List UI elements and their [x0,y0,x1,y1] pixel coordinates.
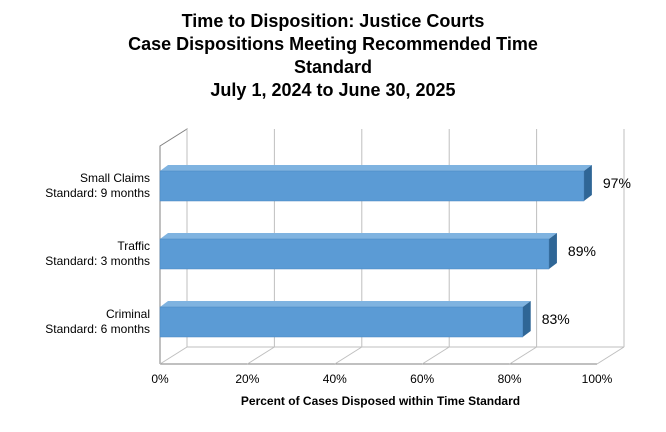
title-line-4: July 1, 2024 to June 30, 2025 [210,80,456,100]
category-label-0-1: Standard: 9 months [45,186,150,200]
category-label-0-0: Small Claims [80,171,150,185]
category-label-2-1: Standard: 6 months [45,322,150,336]
x-tick-label-20: 20% [235,372,259,386]
title-line-2: Case Dispositions Meeting Recommended Ti… [128,34,538,54]
x-tick-label-80: 80% [498,372,522,386]
bar-0 [159,170,585,202]
gridline-floor-40 [334,346,363,365]
bar-top-2 [160,301,531,307]
chart-title: Time to Disposition: Justice Courts Case… [0,10,666,102]
x-tick-label-60: 60% [410,372,434,386]
value-label-2: 83% [542,311,570,327]
value-label-0: 97% [603,175,631,191]
category-label-1-1: Standard: 3 months [45,254,150,268]
value-label-1: 89% [568,243,596,259]
title-line-1: Time to Disposition: Justice Courts [181,11,485,31]
title-line-3: Standard [293,57,372,77]
category-label-1-0: Traffic [117,239,150,253]
bar-top-0 [160,165,592,171]
gridline-floor-60 [421,346,450,365]
gridline-floor-20 [247,346,275,365]
bar-1 [159,238,550,270]
x-tick-label-40: 40% [323,372,347,386]
gridline-floor-100 [596,346,625,365]
gridline-floor-80 [509,346,537,365]
x-tick-label-0: 0% [151,372,169,386]
bar-top-1 [160,233,557,239]
bar-side-0 [583,165,592,201]
x-axis-title: Percent of Cases Disposed within Time St… [241,394,520,408]
gridline-floor-0 [159,346,188,365]
x-tick-label-100: 100% [582,372,613,386]
bar-side-2 [522,301,531,337]
category-label-2-0: Criminal [106,307,150,321]
bar-side-1 [548,233,557,269]
bar-2 [159,306,523,338]
